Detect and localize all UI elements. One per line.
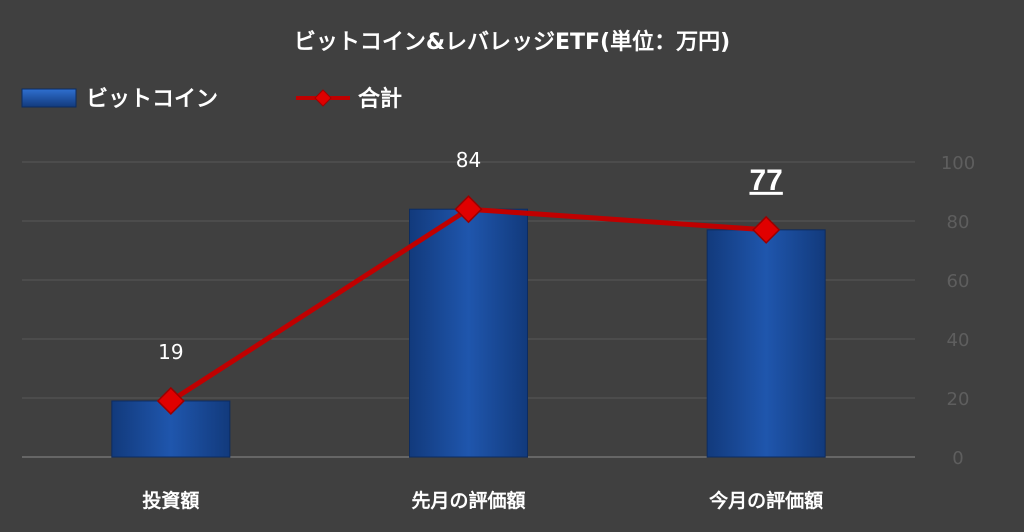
legend-label-bitcoin: ビットコイン	[86, 87, 218, 112]
y-tick-label: 40	[947, 330, 970, 351]
y-tick-label: 60	[947, 271, 970, 292]
line-marker	[156, 386, 185, 416]
data-label: 84	[456, 148, 481, 172]
category-label: 先月の評価額	[411, 489, 525, 512]
y-tick-label: 0	[952, 448, 963, 469]
line-marker	[752, 215, 781, 244]
category-label: 投資額	[142, 489, 199, 512]
category-axis: 投資額 先月の評価額 今月の評価額	[142, 489, 823, 512]
line-series	[156, 195, 781, 416]
y-tick-label: 20	[947, 389, 970, 410]
y-tick-label: 80	[947, 212, 970, 233]
chart-title: ビットコイン&レバレッジETF(単位：万円)	[294, 29, 730, 55]
legend: ビットコイン 合計	[21, 86, 402, 112]
bar	[706, 229, 826, 458]
category-label: 今月の評価額	[708, 489, 823, 512]
y-axis-ticks: 0 20 40 60 80 100	[941, 153, 975, 469]
y-tick-label: 100	[941, 153, 975, 174]
bar	[409, 208, 528, 458]
bar-series	[111, 208, 826, 458]
line-marker	[454, 195, 483, 224]
legend-swatch-marker	[314, 89, 332, 107]
legend-swatch-bar	[21, 88, 77, 108]
data-label: 19	[158, 340, 183, 364]
legend-label-total: 合計	[358, 86, 402, 112]
data-labels: 19 84 77	[158, 148, 783, 364]
data-label: 77	[749, 164, 782, 197]
